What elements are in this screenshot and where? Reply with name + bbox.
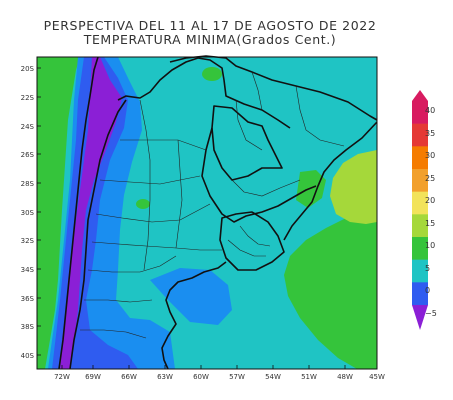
map-frame bbox=[36, 56, 378, 370]
boundaries bbox=[58, 55, 378, 370]
lon-label: 45W bbox=[369, 373, 385, 381]
cold-lobe-patagonia bbox=[150, 268, 232, 325]
lat-label: 34S bbox=[21, 266, 35, 274]
lon-label: 69W bbox=[85, 373, 101, 381]
colorbar-label: 10 bbox=[425, 241, 435, 250]
province-lines bbox=[80, 71, 345, 339]
lon-label: 63W bbox=[157, 373, 173, 381]
green-spot-north bbox=[202, 67, 222, 81]
colorbar-swatch bbox=[412, 101, 428, 124]
colorbar: 40 35 30 25 20 15 10 5 0 −5 bbox=[412, 90, 437, 330]
colorbar-swatch bbox=[412, 146, 428, 170]
green-spot-center bbox=[136, 199, 150, 209]
lon-label: 48W bbox=[337, 373, 353, 381]
colorbar-label: −5 bbox=[425, 309, 437, 318]
colorbar-label: 20 bbox=[425, 196, 435, 205]
lat-label: 40S bbox=[21, 352, 35, 360]
colorbar-label: 0 bbox=[425, 286, 430, 295]
colorbar-swatch bbox=[412, 191, 428, 215]
lon-axis: 72W 69W 66W 63W 60W 57W 54W 51W 48W 45W bbox=[54, 365, 385, 381]
lon-label: 51W bbox=[301, 373, 317, 381]
colorbar-label: 15 bbox=[425, 219, 435, 228]
lon-label: 60W bbox=[193, 373, 209, 381]
lon-label: 54W bbox=[265, 373, 281, 381]
argentina-north-border bbox=[201, 127, 317, 223]
andes-border bbox=[69, 99, 127, 370]
colorbar-label: 35 bbox=[425, 129, 435, 138]
colorbar-label: 30 bbox=[425, 151, 435, 160]
cold-core-purple bbox=[60, 57, 122, 369]
lat-label: 32S bbox=[21, 237, 35, 245]
colorbar-bottom-arrow bbox=[412, 305, 428, 330]
temperature-field bbox=[37, 57, 377, 369]
lon-label: 72W bbox=[54, 373, 70, 381]
paraguay-border bbox=[211, 105, 283, 181]
lat-label: 24S bbox=[21, 123, 35, 131]
colorbar-swatch bbox=[412, 214, 428, 238]
colorbar-label: 40 bbox=[425, 106, 435, 115]
lon-label: 57W bbox=[229, 373, 245, 381]
bolivia-border bbox=[117, 57, 291, 129]
brazil-north-border bbox=[169, 55, 378, 121]
lat-label: 38S bbox=[21, 323, 35, 331]
colorbar-swatch bbox=[412, 169, 428, 192]
colorbar-top-arrow bbox=[412, 90, 428, 101]
lat-label: 20S bbox=[21, 65, 35, 73]
lat-label: 28S bbox=[21, 180, 35, 188]
lime-patch-coast bbox=[330, 150, 377, 224]
map-title: PERSPECTIVA DEL 11 AL 17 DE AGOSTO DE 20… bbox=[43, 18, 377, 33]
map-subtitle: TEMPERATURA MINIMA(Grados Cent.) bbox=[83, 32, 337, 47]
uruguay-border bbox=[219, 211, 285, 271]
lat-label: 26S bbox=[21, 151, 35, 159]
colorbar-label: 25 bbox=[425, 174, 435, 183]
colorbar-swatch bbox=[412, 237, 428, 260]
atlantic-ocean bbox=[284, 210, 377, 369]
colorbar-label: 5 bbox=[425, 264, 430, 273]
colorbar-swatch bbox=[412, 123, 428, 147]
argentina-coast bbox=[161, 261, 227, 370]
brazil-coast bbox=[283, 121, 378, 241]
pacific-ocean bbox=[37, 57, 80, 369]
lat-label: 30S bbox=[21, 209, 35, 217]
colorbar-swatch bbox=[412, 259, 428, 283]
lat-label: 22S bbox=[21, 94, 35, 102]
chile-west-coast bbox=[58, 56, 99, 370]
green-spot-east bbox=[296, 170, 326, 208]
colorbar-swatch bbox=[412, 282, 428, 306]
lat-label: 36S bbox=[21, 295, 35, 303]
lon-label: 66W bbox=[121, 373, 137, 381]
lat-axis: 20S 22S 24S 26S 28S 30S 32S 34S 36S 38S … bbox=[21, 65, 41, 360]
